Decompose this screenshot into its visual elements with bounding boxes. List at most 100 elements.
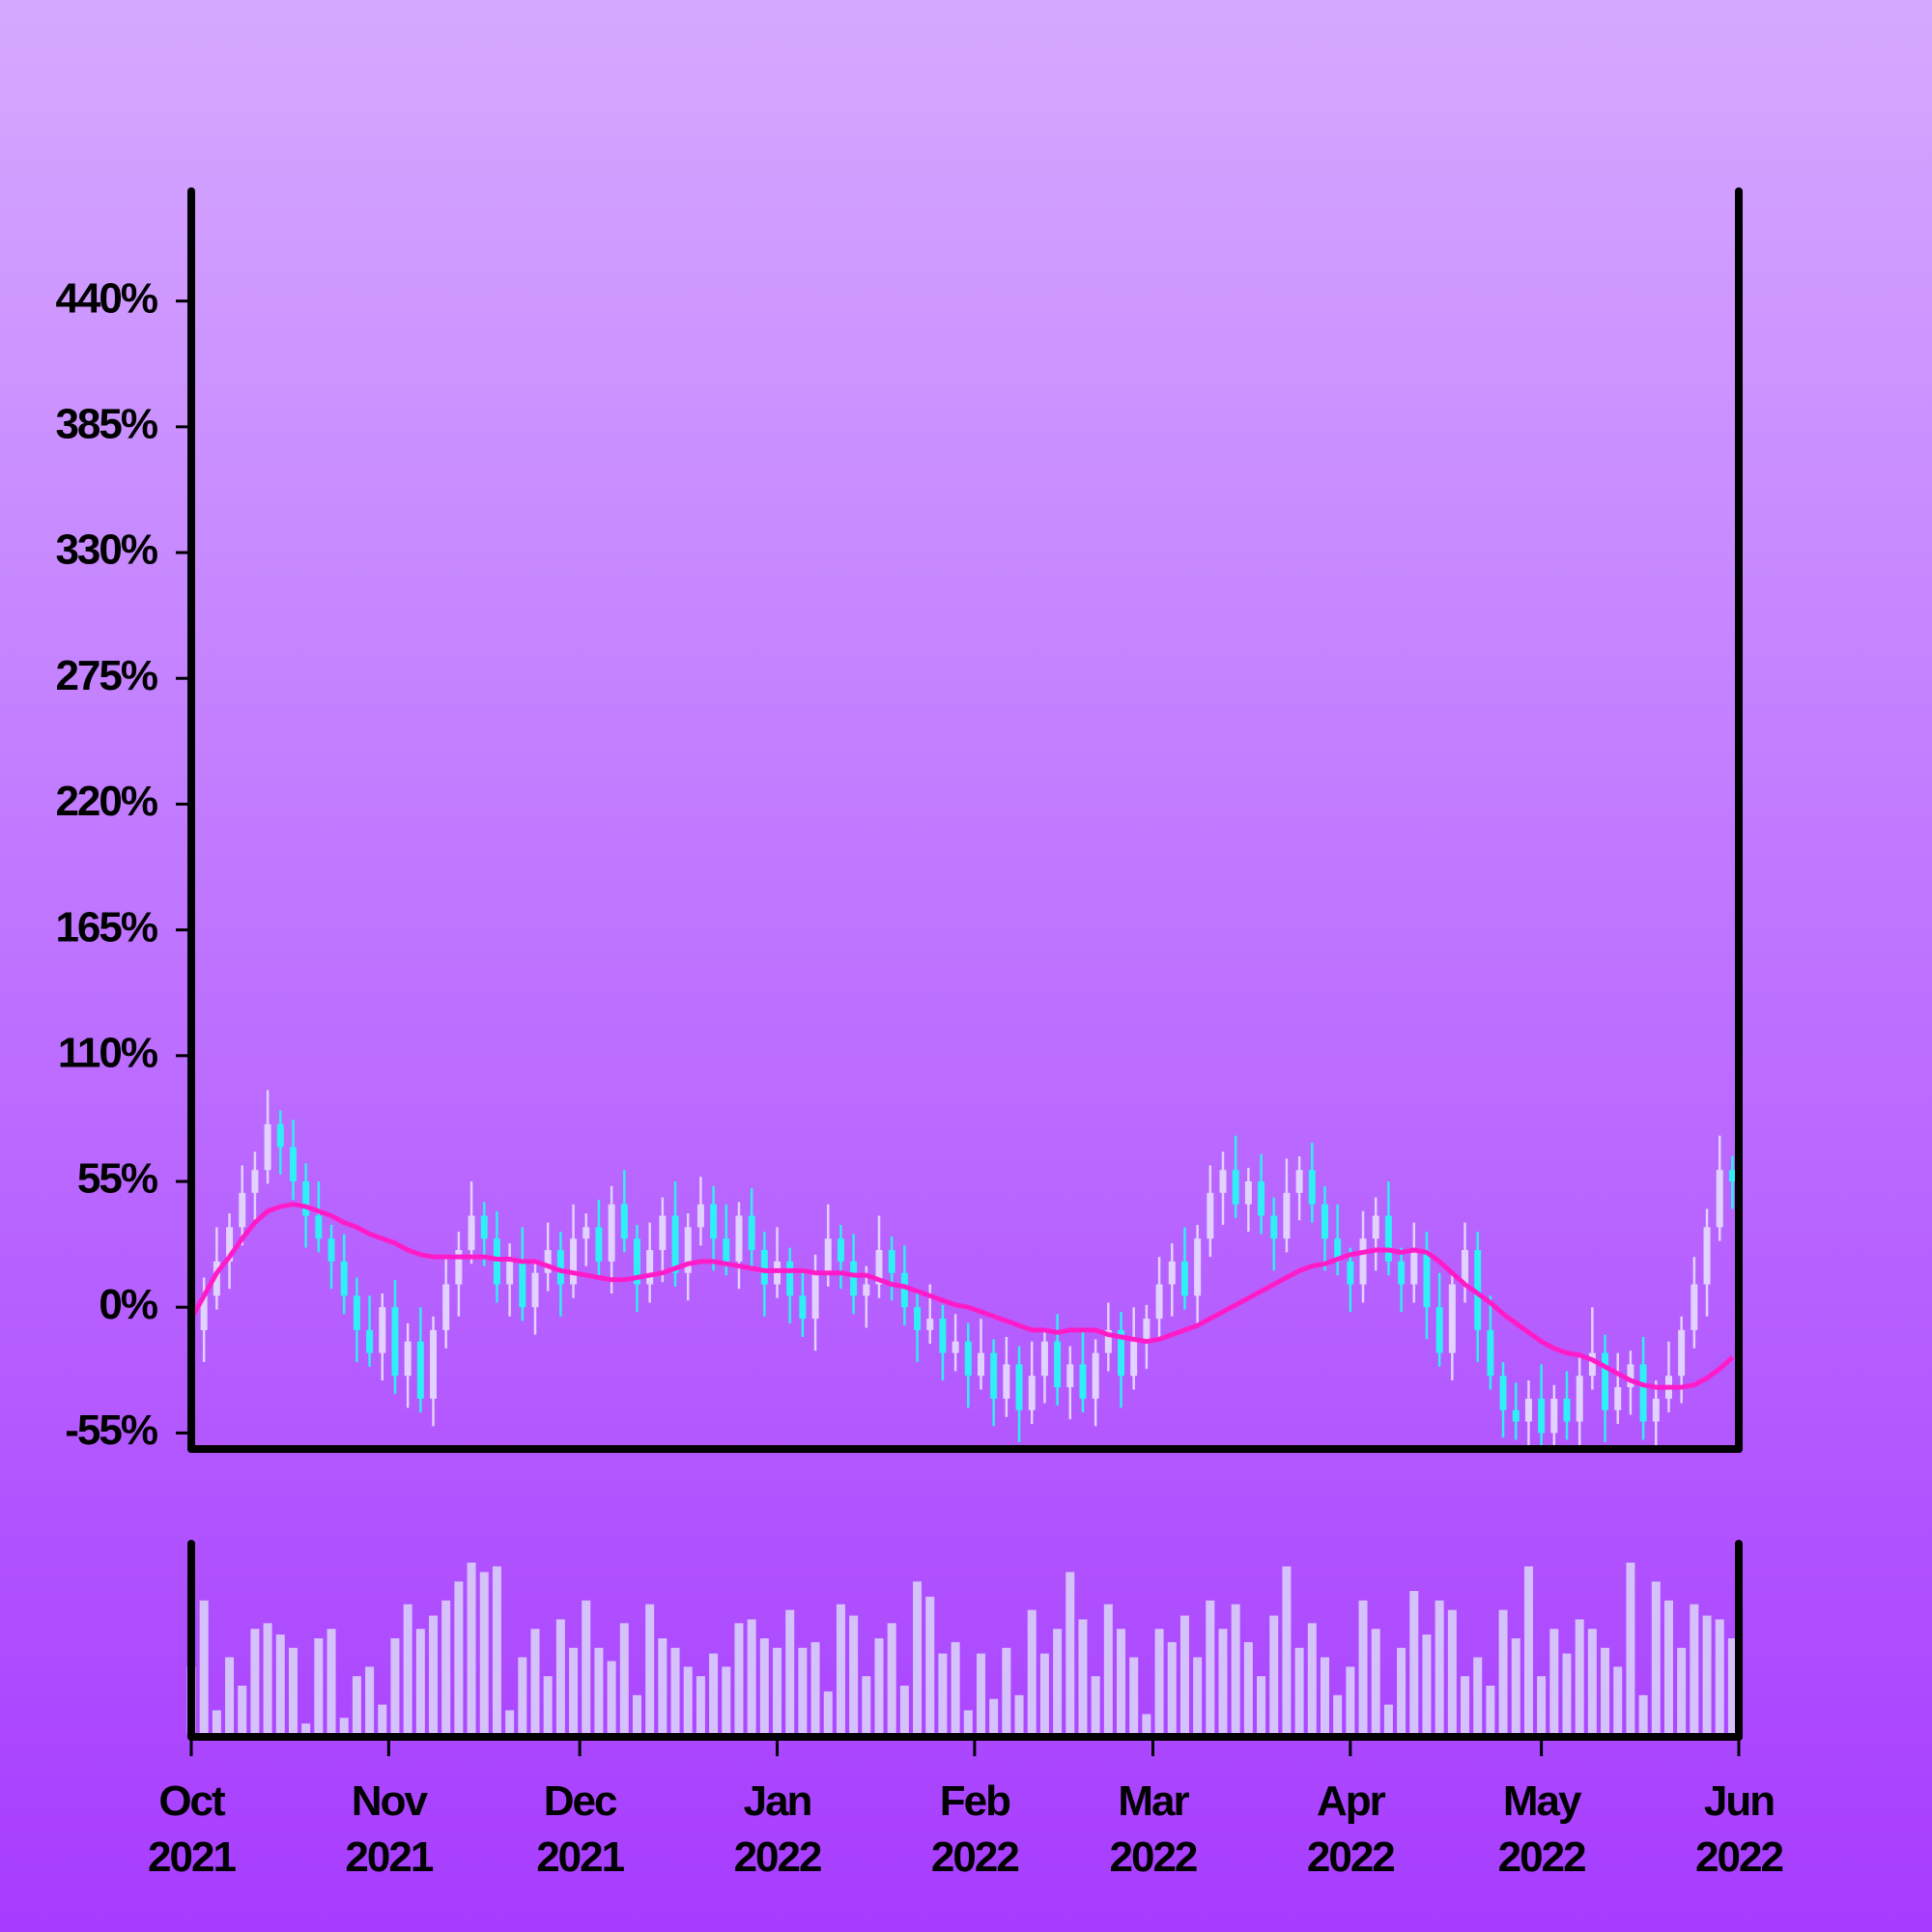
body [353,1295,360,1330]
x-tick-label: Oct 2021 [148,1777,237,1881]
body [340,1261,348,1296]
body [1487,1329,1494,1377]
volume-bar [1039,1653,1049,1733]
x-tick-label: Dec 2021 [536,1777,625,1881]
volume-bar [849,1615,859,1733]
body [1118,1329,1125,1377]
body [1207,1192,1214,1239]
volume-bar [696,1676,705,1733]
body [799,1295,807,1320]
volume-bar [1078,1619,1088,1733]
body [1040,1341,1048,1377]
body [1435,1307,1443,1353]
volume-bar [1167,1641,1177,1733]
volume-bar [275,1634,285,1733]
x-tick-label: Feb 2022 [930,1777,1020,1881]
y-tick-label: 385% [55,400,156,447]
volume-bar [250,1629,260,1733]
volume-bar [1587,1629,1597,1733]
body [213,1261,220,1296]
body [850,1261,858,1296]
volume-bar [1243,1641,1253,1733]
body [1104,1329,1112,1353]
body [595,1227,603,1262]
volume-bar [1663,1600,1673,1733]
volume-bar [1461,1676,1470,1733]
body [264,1123,271,1171]
body [1627,1364,1634,1388]
volume-bar [555,1619,565,1733]
volume-bar [899,1686,909,1733]
volume-bar [951,1641,960,1733]
body [1143,1319,1151,1342]
body [506,1261,514,1285]
body [379,1307,386,1353]
body [366,1329,374,1353]
body [315,1215,323,1239]
volume-bar [365,1666,375,1733]
x-tick-label: Apr 2022 [1306,1777,1396,1881]
body [1716,1170,1723,1228]
body [696,1204,704,1228]
volume-bar [632,1694,641,1733]
volume-bar [1320,1657,1329,1733]
body [863,1284,870,1296]
volume-bar [1117,1629,1126,1733]
volume-bar [645,1604,655,1733]
body [1588,1352,1596,1377]
volume-bar [1447,1609,1457,1733]
body [442,1284,450,1330]
body [710,1204,718,1239]
volume-bar [963,1710,973,1733]
body [786,1261,794,1296]
volume-bar [1154,1629,1164,1733]
body [1155,1284,1163,1320]
body [1015,1364,1023,1410]
body [900,1272,908,1308]
volume-bar [670,1647,680,1733]
volume-bar [1193,1657,1203,1733]
volume-bar [619,1623,629,1733]
volume-bar [454,1581,464,1733]
volume-bar [913,1581,923,1733]
body [1092,1352,1099,1399]
volume-bar [1282,1566,1292,1733]
volume-bar [238,1686,247,1733]
body [723,1238,730,1262]
body [570,1238,578,1285]
body [1410,1250,1418,1285]
volume-bar [1702,1615,1712,1733]
volume-bar [212,1710,221,1733]
price-plot [191,1090,1736,1448]
body [1639,1364,1647,1422]
body [1524,1398,1532,1422]
body [544,1250,552,1273]
body [1028,1376,1036,1410]
volume-bar [709,1653,719,1733]
volume-bar [530,1629,540,1733]
body [760,1250,768,1285]
body [455,1250,463,1285]
volume-bar [734,1623,744,1733]
volume-bar [1129,1657,1139,1733]
y-tick-label: 330% [55,526,156,574]
volume-bar [1333,1694,1343,1733]
volume-bar [225,1657,235,1733]
volume-bar [1626,1562,1635,1733]
body [582,1227,590,1239]
volume-bar [1435,1600,1444,1733]
volume-bar [1575,1619,1584,1733]
body [1550,1398,1558,1434]
body [1232,1170,1239,1205]
moving-average [191,1202,1735,1390]
body [1462,1250,1469,1285]
body [990,1352,998,1399]
volume-bar [492,1566,501,1733]
volume-bar [722,1666,731,1733]
volume-bar [823,1690,833,1733]
body [888,1250,895,1273]
x-tick-label: Mar 2022 [1109,1777,1199,1881]
volume-bar [390,1638,400,1733]
body [1474,1250,1482,1330]
